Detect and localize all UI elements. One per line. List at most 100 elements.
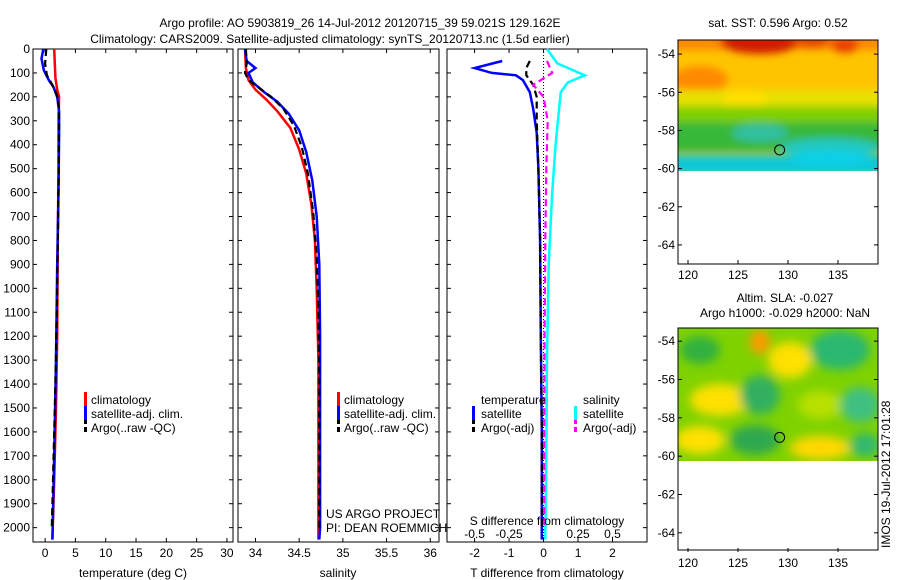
x-tick-label: 25 [190,546,204,560]
legend-swatch-argo-b [84,427,87,432]
difference-axis-ticks: -2 -1 0 1 2 -0.5 -0.25 0 0.25 0.5 [447,48,647,560]
temperature-legend: climatology satellite-adj. clim. Argo(..… [84,392,183,435]
x-tick-label: 0 [540,546,547,560]
figure-title-line1: Argo profile: AO 5903819_26 14-Jul-2012 … [160,16,561,30]
sst-map-panel: sat. SST: 0.596 Argo: 0.52 120 125 130 135 -… [658,16,879,282]
depth-tick-label: 0 [23,42,30,56]
sst-teal-patch [732,124,788,142]
difference-legend-temperature: temperature satellite Argo(-adj) [472,393,546,435]
x-tick-label: 36 [424,546,438,560]
legend-title-salinity: salinity [583,393,620,407]
x-tick-label: 34 [249,546,263,560]
depth-tick-label: 2000 [3,521,30,535]
map-y-tick-label: -62 [658,200,676,214]
imos-timestamp: IMOS 19-Jul-2012 17:01:28 [879,400,893,548]
sla-green-east [840,387,878,423]
series-line-argo-raw-qc- [243,48,321,528]
legend-swatch-climatology [84,392,87,406]
salinity-axis-ticks: 34 34.5 35 35.5 36 [238,48,439,560]
x-tick-label: 10 [99,546,113,560]
map-x-tick-label: 120 [678,556,698,570]
legend-label-satellite: satellite-adj. clim. [91,407,183,421]
map-y-tick-label: -56 [658,85,676,99]
map-y-tick-label: -60 [658,162,676,176]
sst-heatmap [678,40,878,171]
difference-xlabel-top: S difference from climatology [470,514,625,528]
legend-swatch-t-argo-b [472,427,475,432]
sla-yellow-mid [768,342,812,378]
x-tick-label: -2 [469,546,480,560]
sla-yellow-sw [678,426,725,454]
x-tick-label: 0 [42,546,49,560]
difference-xlabel: T difference from climatology [470,566,624,580]
x-tick-label: -1 [504,546,515,560]
sla-map-frame [677,327,879,551]
sla-heatmap [678,328,878,461]
sst-warm-core [720,40,800,54]
temperature-axis-ticks: 0100200300400500600700800900100011001200… [3,42,234,560]
x-tick-label: 34.5 [287,546,311,560]
x-tick-label: 30 [220,546,234,560]
salinity-panel: 34 34.5 35 35.5 36 salinity climatology sate… [237,48,447,580]
project-annotation-line2: PI: DEAN ROEMMICH [326,521,447,535]
sst-map-ticks: 120 125 130 135 -54 -56 -58 -60 -62 -64 [658,47,878,282]
sst-map-title: sat. SST: 0.596 Argo: 0.52 [708,16,848,30]
salinity-frame [237,48,440,543]
sla-argo-position-marker [774,431,786,443]
difference-panel: -2 -1 0 1 2 -0.5 -0.25 0 0.25 0.5 T difference fr… [446,48,648,580]
map-x-tick-label: 130 [778,268,798,282]
x-top-tick-label: 0.5 [604,527,621,541]
sst-warm-patch [794,40,830,48]
depth-tick-label: 100 [10,66,30,80]
depth-tick-label: 1500 [3,401,30,415]
x-tick-label: 2 [609,546,616,560]
depth-tick-label: 900 [10,257,30,271]
salinity-xlabel: salinity [320,566,357,580]
series-line-temperature-satellite [469,59,544,540]
x-tick-label: 35 [336,546,350,560]
depth-tick-label: 1400 [3,377,30,391]
temperature-panel: 0100200300400500600700800900100011001200… [3,42,234,580]
series-line-salinity-argo-adj- [531,60,554,528]
depth-tick-label: 1000 [3,281,30,295]
depth-tick-label: 1800 [3,473,30,487]
legend-label-s-argo: Argo(-adj) [583,421,636,435]
series-line-salinity-satellite [544,48,589,540]
legend-swatch-t-satellite [472,406,475,420]
legend-swatch-argo-a [337,420,340,424]
x-top-tick-label: -0.25 [495,527,523,541]
sla-map-title-line2: Argo h1000: -0.029 h2000: NaN [700,306,870,320]
depth-tick-label: 1600 [3,425,30,439]
legend-label-climatology: climatology [344,393,404,407]
sst-argo-position-marker [774,144,786,156]
salinity-series [243,48,322,540]
depth-tick-label: 1200 [3,329,30,343]
map-x-tick-label: 135 [828,556,848,570]
map-x-tick-label: 135 [828,268,848,282]
x-tick-label: 15 [129,546,143,560]
legend-label-argo: Argo(..raw -QC) [91,421,176,435]
map-y-tick-label: -62 [658,488,676,502]
temperature-frame [32,48,234,543]
depth-tick-label: 1700 [3,449,30,463]
sla-green-ne [810,330,870,370]
series-line-argo-raw-qc- [43,48,61,528]
legend-swatch-s-satellite [574,406,577,420]
depth-tick-label: 600 [10,186,30,200]
legend-label-climatology: climatology [91,393,151,407]
x-top-tick-label: 0.25 [566,527,590,541]
sst-cyan-patch [790,150,870,166]
map-y-tick-label: -60 [658,449,676,463]
x-top-tick-label: 0 [540,527,547,541]
legend-swatch-t-argo-a [472,420,475,424]
series-line-temperature-argo-adj- [525,60,543,528]
sst-orange-west [678,66,728,94]
difference-series [469,48,589,540]
sst-map-frame [677,39,879,265]
legend-swatch-s-argo-b [574,427,577,432]
sla-map-title-line1: Altim. SLA: -0.027 [737,291,834,305]
map-y-tick-label: -64 [658,238,676,252]
legend-swatch-s-argo-a [574,420,577,424]
sla-yellow-west [690,384,750,416]
